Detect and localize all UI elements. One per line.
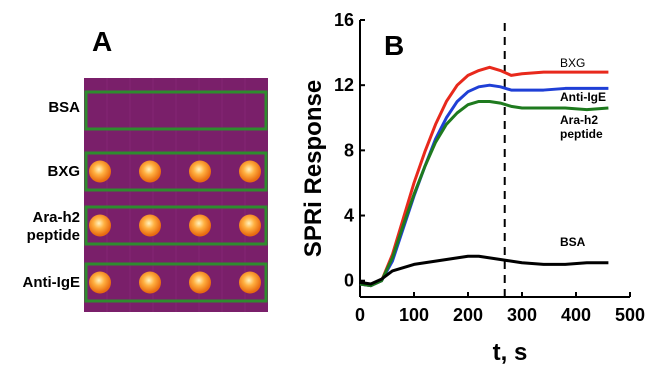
x-axis-title: t, s <box>493 339 528 366</box>
array-spot <box>239 214 261 237</box>
array-row <box>84 151 268 192</box>
panel-a-label: A <box>92 26 113 57</box>
spri-array-image <box>84 78 268 312</box>
array-row <box>84 262 268 303</box>
array-spot <box>139 160 161 183</box>
series-label: Anti-IgE <box>560 90 606 104</box>
series-line <box>359 99 609 288</box>
array-spot <box>239 160 261 183</box>
row-label-bxg: BXG <box>47 163 80 180</box>
row-frame <box>84 262 268 303</box>
panel-b-label: B <box>384 30 404 61</box>
array-row <box>84 90 268 131</box>
row-label-ara-h2: Ara-h2 peptide <box>26 209 80 244</box>
series-label: BSA <box>560 235 586 249</box>
row-label-anti-ige: Anti-IgE <box>22 274 81 291</box>
array-spot <box>89 271 111 294</box>
row-frame <box>84 205 268 246</box>
x-tick-label: 300 <box>507 305 537 325</box>
row-frame <box>84 90 268 131</box>
y-tick-label: 12 <box>334 75 354 95</box>
array-spot <box>189 160 211 183</box>
x-tick-label: 500 <box>615 305 645 325</box>
x-tick-label: 400 <box>561 305 591 325</box>
array-spot <box>139 271 161 294</box>
array-spot <box>89 214 111 237</box>
series-label: BXG <box>560 56 585 70</box>
y-axis-title: SPRi Response <box>300 80 327 257</box>
array-spot <box>89 160 111 183</box>
y-tick-label: 8 <box>344 140 354 160</box>
x-tick-label: 0 <box>355 305 365 325</box>
y-tick-label: 16 <box>334 10 354 30</box>
array-spot <box>189 214 211 237</box>
row-label-bsa: BSA <box>48 99 80 116</box>
series-line <box>359 254 609 286</box>
series-label: Ara-h2 peptide <box>560 113 603 141</box>
array-spot <box>239 271 261 294</box>
x-tick-label: 100 <box>399 305 429 325</box>
array-spot <box>139 214 161 237</box>
x-tick-label: 200 <box>453 305 483 325</box>
array-spot <box>189 271 211 294</box>
row-frame <box>84 151 268 192</box>
array-row <box>84 205 268 246</box>
y-tick-label: 0 <box>344 271 354 291</box>
y-tick-label: 4 <box>344 206 354 226</box>
